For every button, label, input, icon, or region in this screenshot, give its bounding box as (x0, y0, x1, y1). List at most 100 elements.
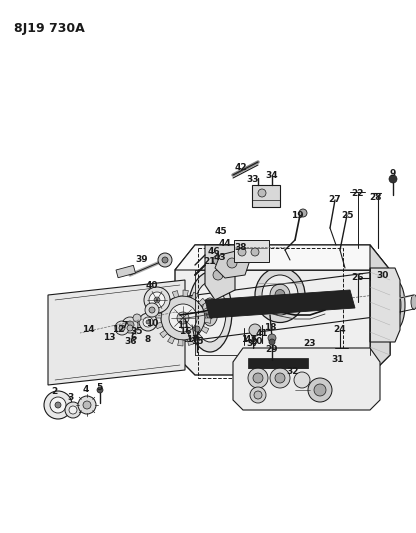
Text: 21: 21 (203, 257, 215, 266)
Circle shape (133, 314, 141, 322)
Circle shape (268, 334, 276, 342)
Text: 13: 13 (103, 333, 115, 342)
Circle shape (149, 307, 155, 313)
Text: 24: 24 (334, 326, 346, 335)
Text: 35: 35 (131, 327, 143, 336)
Polygon shape (370, 268, 400, 342)
Circle shape (314, 384, 326, 396)
Polygon shape (191, 292, 198, 300)
Circle shape (83, 401, 91, 409)
Circle shape (258, 189, 266, 197)
Text: 37: 37 (247, 338, 259, 348)
Circle shape (162, 257, 168, 263)
Text: 22: 22 (351, 189, 363, 198)
Polygon shape (201, 326, 209, 334)
Circle shape (248, 368, 268, 388)
Circle shape (238, 248, 246, 256)
Polygon shape (205, 290, 355, 318)
Ellipse shape (389, 289, 401, 321)
Text: 31: 31 (332, 356, 344, 365)
Polygon shape (172, 290, 178, 297)
Text: 8: 8 (145, 335, 151, 344)
Circle shape (158, 253, 172, 267)
Polygon shape (198, 298, 206, 306)
Ellipse shape (275, 289, 285, 301)
Text: 2: 2 (51, 387, 57, 397)
Circle shape (115, 321, 129, 335)
Polygon shape (195, 334, 203, 341)
Circle shape (213, 255, 223, 265)
Circle shape (55, 402, 61, 408)
Circle shape (269, 339, 275, 345)
Text: 6: 6 (131, 333, 137, 342)
Bar (234, 240, 269, 262)
Circle shape (161, 296, 205, 340)
Polygon shape (215, 250, 250, 278)
Text: 16: 16 (179, 327, 191, 336)
Bar (248, 358, 308, 368)
Text: 30: 30 (377, 271, 389, 280)
Polygon shape (178, 340, 183, 346)
Text: 12: 12 (112, 326, 124, 335)
Text: 19: 19 (291, 211, 303, 220)
Text: 46: 46 (208, 246, 220, 255)
Text: 11: 11 (177, 320, 189, 329)
Ellipse shape (270, 284, 290, 306)
Circle shape (194, 326, 200, 332)
Text: 42: 42 (235, 164, 248, 173)
Polygon shape (205, 245, 235, 300)
Polygon shape (163, 295, 171, 302)
Text: 18: 18 (264, 324, 276, 333)
Text: 39: 39 (136, 255, 149, 264)
Circle shape (44, 391, 72, 419)
Circle shape (270, 368, 290, 388)
Circle shape (127, 325, 133, 331)
Polygon shape (175, 245, 390, 270)
Ellipse shape (392, 297, 398, 313)
Text: 36: 36 (125, 337, 137, 346)
Text: 15: 15 (191, 337, 203, 346)
Polygon shape (205, 318, 211, 324)
Circle shape (213, 270, 223, 280)
Circle shape (143, 317, 153, 327)
Circle shape (299, 209, 307, 217)
Circle shape (139, 313, 157, 331)
Text: 28: 28 (370, 193, 382, 203)
Text: 26: 26 (352, 273, 364, 282)
Text: 33: 33 (247, 175, 259, 184)
Text: 20: 20 (250, 337, 262, 346)
Polygon shape (183, 290, 188, 296)
Circle shape (294, 372, 310, 388)
Text: 38: 38 (235, 243, 247, 252)
Text: 27: 27 (329, 196, 341, 205)
Circle shape (177, 312, 189, 324)
Bar (252, 185, 280, 207)
Circle shape (250, 387, 266, 403)
Polygon shape (187, 338, 194, 345)
Polygon shape (157, 303, 165, 310)
Ellipse shape (202, 298, 218, 326)
Circle shape (154, 297, 160, 303)
Bar (116, 265, 136, 278)
Text: 47: 47 (245, 335, 258, 344)
Circle shape (249, 324, 261, 336)
Circle shape (146, 320, 150, 324)
Text: 41: 41 (256, 329, 268, 338)
Circle shape (122, 317, 138, 333)
Circle shape (65, 402, 81, 418)
Text: 5: 5 (96, 384, 102, 392)
Circle shape (389, 175, 397, 183)
Polygon shape (160, 330, 168, 338)
Circle shape (119, 325, 125, 331)
Text: 29: 29 (266, 345, 278, 354)
Polygon shape (156, 322, 163, 329)
Circle shape (169, 304, 197, 332)
Circle shape (251, 248, 259, 256)
Text: 40: 40 (146, 280, 158, 289)
Text: 9: 9 (390, 168, 396, 177)
Circle shape (254, 391, 262, 399)
Polygon shape (48, 280, 185, 385)
Circle shape (145, 303, 159, 317)
Circle shape (149, 292, 165, 308)
Text: 44: 44 (219, 239, 231, 248)
